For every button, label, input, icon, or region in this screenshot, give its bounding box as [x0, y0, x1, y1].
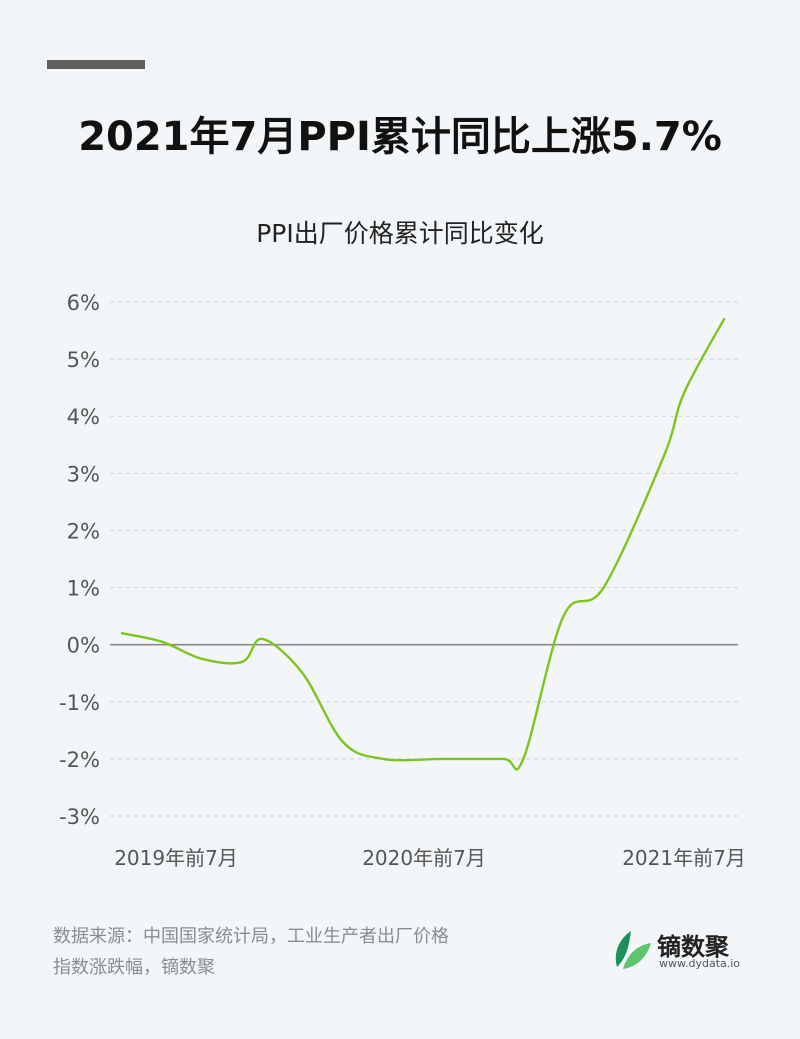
- y-tick-label: 5%: [67, 348, 100, 372]
- data-source-note: 数据来源：中国国家统计局，工业生产者出厂价格 指数涨跌幅，镝数聚: [53, 921, 593, 983]
- line-chart: 6% 5% 4% 3% 2% 1% 0% -1% -2% -3% 2019年前7月 2020年前7月 2…: [59, 291, 746, 870]
- decorative-top-bar: [47, 60, 145, 69]
- y-tick-label: -1%: [59, 691, 100, 715]
- chart-title: PPI出厂价格累计同比变化: [256, 219, 544, 248]
- leaf-right-shape: [623, 943, 651, 969]
- data-source-line-2: 指数涨跌幅，镝数聚: [53, 957, 215, 978]
- data-source-line-1: 数据来源：中国国家统计局，工业生产者出厂价格: [53, 926, 449, 947]
- y-tick-label: 4%: [67, 405, 100, 429]
- brand-name: 镝数聚: [657, 933, 729, 961]
- brand-url: www.dydata.io: [659, 957, 741, 970]
- y-tick-label: 2%: [67, 519, 100, 543]
- y-tick-label: 3%: [67, 462, 100, 486]
- x-tick-label: 2021年前7月: [622, 846, 746, 870]
- ppi-series-line: [120, 317, 726, 771]
- y-tick-label: -3%: [59, 805, 100, 829]
- leaf-logo-icon: [615, 931, 651, 969]
- x-tick-label: 2019年前7月: [114, 846, 238, 870]
- page-headline: 2021年7月PPI累计同比上涨5.7%: [78, 114, 722, 160]
- y-tick-label: -2%: [59, 748, 100, 772]
- brand-block: 镝数聚 www.dydata.io: [613, 925, 783, 975]
- y-tick-label: 0%: [67, 634, 100, 658]
- y-tick-label: 6%: [67, 291, 100, 315]
- x-tick-label: 2020年前7月: [362, 846, 486, 870]
- leaf-left-shape: [615, 931, 631, 967]
- y-tick-label: 1%: [67, 577, 100, 601]
